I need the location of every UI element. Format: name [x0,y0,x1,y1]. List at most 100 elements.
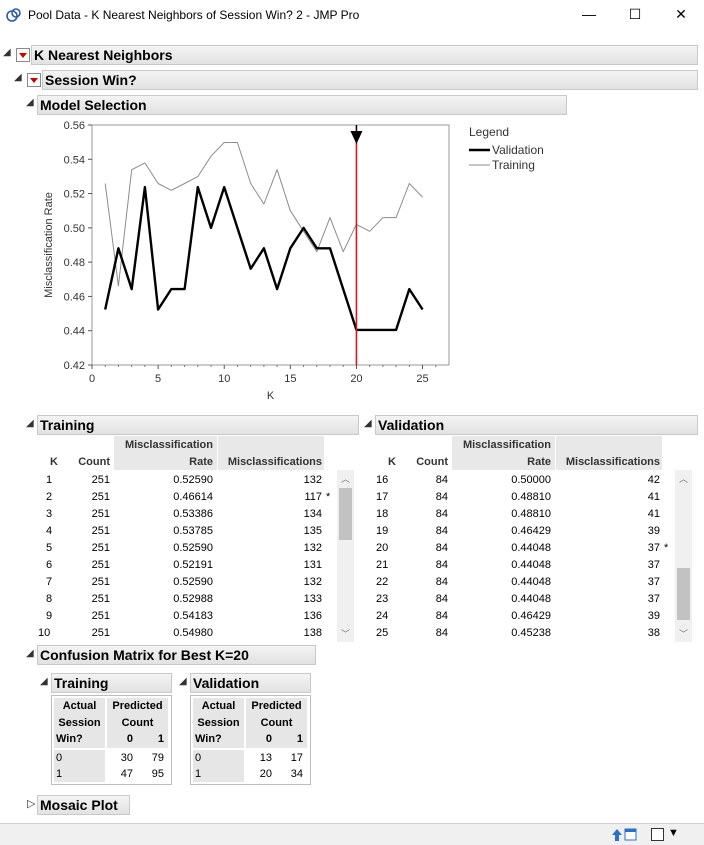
y-tick-label: 0.44 [64,326,85,338]
table-cell: 2 [46,491,53,503]
collapse-triangle-icon[interactable]: ◢ [26,97,34,108]
y-tick-label: 0.48 [64,257,85,269]
table-cell: 0.44048 [511,593,551,605]
table-cell: 132 [303,576,322,588]
dropdown-arrow-icon[interactable]: ▼ [668,827,679,839]
table-cell: 131 [303,559,322,571]
collapse-triangle-icon[interactable]: ◢ [40,676,48,687]
cm-header-bg [246,698,307,748]
outline-header-response[interactable]: Session Win? [42,70,698,90]
collapse-triangle-icon[interactable]: ◢ [3,47,11,58]
table-cell: 41 [647,508,660,520]
cm-header-bg [54,698,105,748]
window-icon[interactable] [651,828,664,841]
window-title: Pool Data - K Nearest Neighbors of Sessi… [28,8,360,22]
table-row: 7 251 0.52590 132 [38,576,334,592]
table-cell: 37 [647,576,660,588]
collapse-triangle-icon[interactable]: ◢ [179,676,187,687]
scroll-down-icon[interactable]: ﹀ [340,629,350,639]
x-axis-label: K [267,390,275,402]
table-cell: 37 [647,542,660,554]
red-triangle-menu-icon[interactable] [16,48,30,62]
table-cell: 20 [376,542,389,554]
table-cell: * [326,491,331,503]
table-cell: 0.46614 [173,491,213,503]
cm-col-header: 0 [126,733,133,745]
outline-header-model-selection[interactable]: Model Selection [37,95,567,115]
table-cell: 0.46429 [511,610,551,622]
y-tick-label: 0.42 [64,360,85,372]
table-cell: 84 [435,474,448,486]
vertical-scrollbar[interactable]: ︿ ﹀ [675,470,692,642]
outline-header-knn[interactable]: K Nearest Neighbors [31,45,698,65]
outline-header-confusion[interactable]: Confusion Matrix for Best K=20 [37,645,316,665]
table-row: 21 84 0.44048 37 [376,559,672,575]
column-header: K [388,456,396,468]
scroll-down-icon[interactable]: ﹀ [678,629,688,639]
cm-predicted-label: Predicted [251,700,302,712]
table-cell: 0.54183 [173,610,213,622]
table-cell: 0.46429 [511,525,551,537]
x-tick-label: 15 [284,373,296,385]
scroll-thumb[interactable] [339,488,352,540]
table-cell: 0.44048 [511,559,551,571]
outline-header-cm-validation[interactable]: Validation [190,673,311,693]
up-icon[interactable] [611,827,639,843]
cm-session-label: Session [197,717,240,729]
vertical-scrollbar[interactable]: ︿ ﹀ [337,470,354,642]
outline-title-cm-validation: Validation [193,675,260,691]
outline-title-validation: Validation [378,417,445,433]
outline-header-cm-training[interactable]: Training [51,673,172,693]
header-cell-bg [452,436,555,470]
maximize-button[interactable]: ☐ [612,0,658,30]
table-cell: 251 [91,542,110,554]
table-row: 24 84 0.46429 39 [376,610,672,626]
expand-triangle-icon[interactable]: ▷ [27,798,36,810]
title-bar: Pool Data - K Nearest Neighbors of Sessi… [0,0,704,30]
minimize-button[interactable]: — [566,0,612,30]
table-cell: 84 [435,559,448,571]
outline-header-training[interactable]: Training [37,415,359,435]
table-cell: 132 [303,474,322,486]
table-cell: 5 [46,542,53,554]
table-cell: 10 [38,627,51,639]
cm-count-label: Count [121,717,154,729]
scroll-thumb[interactable] [677,568,690,620]
table-cell: 251 [91,491,110,503]
table-cell: 84 [435,542,448,554]
table-cell: 84 [435,593,448,605]
collapse-triangle-icon[interactable]: ◢ [26,648,34,659]
cm-cell: 95 [151,768,164,780]
collapse-triangle-icon[interactable]: ◢ [364,418,372,429]
collapse-triangle-icon[interactable]: ◢ [26,418,34,429]
cm-count-label: Count [260,717,293,729]
collapse-triangle-icon[interactable]: ◢ [14,72,22,83]
cm-col-header: 0 [265,733,272,745]
y-tick-label: 0.54 [64,154,85,166]
cm-header-bg [107,698,168,748]
table-cell: 0.53386 [173,508,213,520]
cm-row-label: 0 [195,752,202,764]
scroll-up-icon[interactable]: ︿ [678,474,688,484]
confusion-matrix-validation: Actual Session Win? Predicted Count 0 1 0 13 17 1 2… [190,695,311,785]
column-header: Misclassifications [565,456,660,468]
outline-title-training: Training [40,417,95,433]
cm-cell: 20 [259,768,272,780]
table-row: 1 251 0.52590 132 [38,474,334,490]
table-cell: 84 [435,576,448,588]
outline-header-validation[interactable]: Validation [375,415,698,435]
cm-row-label: 0 [56,752,63,764]
training-table: K Count Misclassification Rate Misclassifica… [38,436,358,642]
scroll-up-icon[interactable]: ︿ [340,474,350,484]
table-row: 2 251 0.46614 117 * [38,491,334,507]
outline-header-mosaic[interactable]: Mosaic Plot [37,795,130,815]
table-cell: 38 [647,627,660,639]
outline-title-model-selection: Model Selection [40,97,147,113]
table-cell: 17 [376,491,389,503]
close-button[interactable]: ✕ [658,0,704,30]
column-header: Rate [527,456,551,468]
cm-actual-label: Actual [62,700,97,712]
red-triangle-menu-icon[interactable] [27,73,41,87]
column-header: Misclassifications [227,456,322,468]
table-cell: 251 [91,474,110,486]
